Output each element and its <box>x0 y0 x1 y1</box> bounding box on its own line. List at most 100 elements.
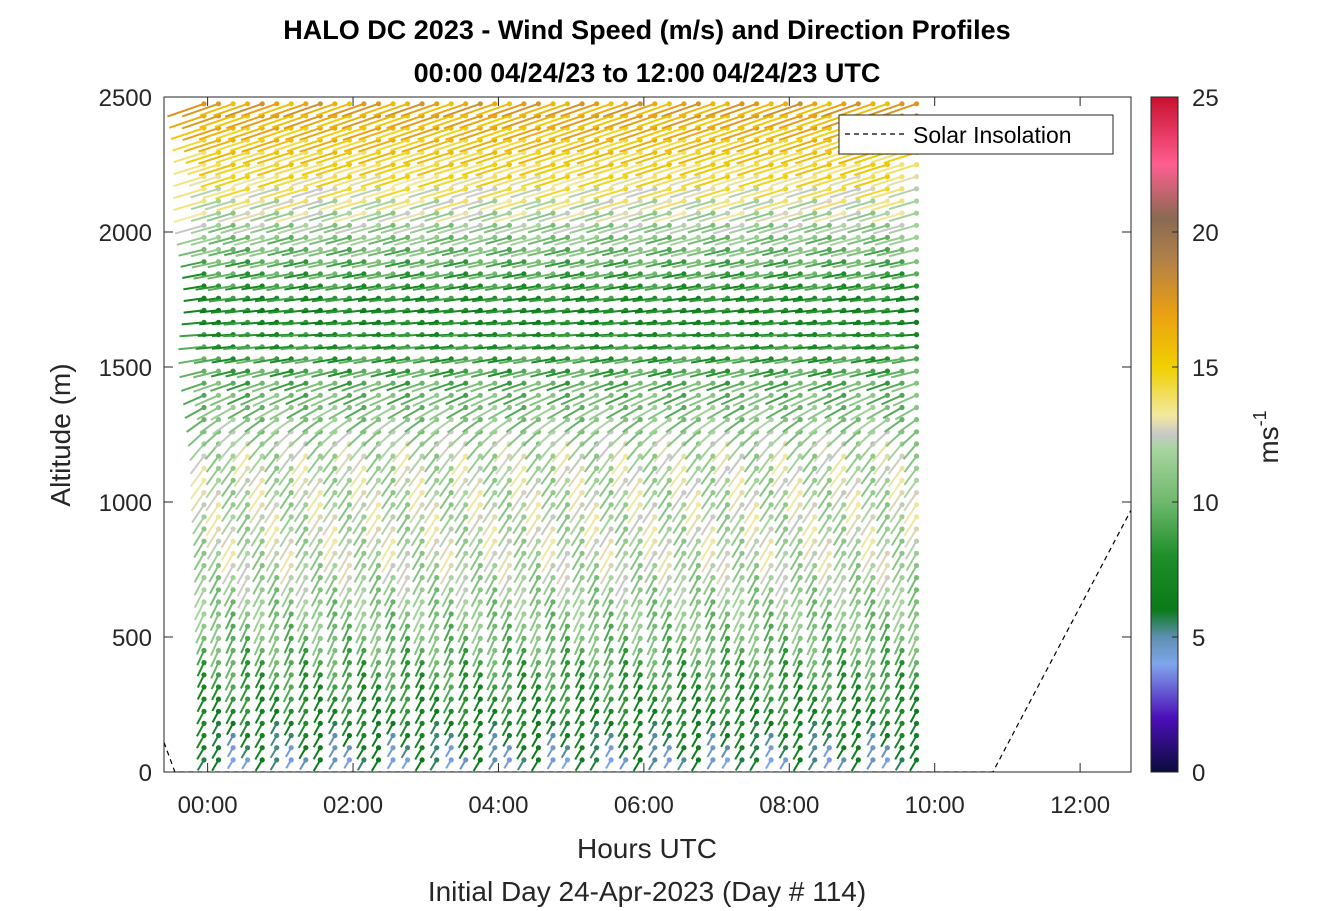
wind-barb <box>369 611 382 632</box>
wind-barb <box>540 538 556 561</box>
wind-barb <box>399 684 411 702</box>
wind-barb <box>268 611 280 631</box>
wind-barb <box>516 757 527 771</box>
wind-barb <box>174 222 207 235</box>
wind-barb <box>574 757 585 772</box>
wind-barb <box>324 562 338 584</box>
wind-barb <box>676 745 687 760</box>
wind-barb <box>412 587 425 608</box>
wind-barb <box>196 732 207 749</box>
wind-barb <box>239 623 251 643</box>
wind-barb <box>354 599 367 621</box>
wind-barb <box>445 745 454 758</box>
wind-barb <box>866 757 876 770</box>
wind-barb <box>190 246 222 258</box>
wind-barb <box>371 757 382 772</box>
wind-barb <box>779 757 789 770</box>
wind-barb <box>283 623 294 642</box>
wind-barb <box>292 477 309 500</box>
wind-barb <box>325 575 338 595</box>
wind-barb <box>409 234 440 246</box>
wind-barb <box>367 246 396 257</box>
wind-barb <box>400 745 411 759</box>
wind-barb <box>278 477 294 498</box>
wind-barb <box>632 745 643 760</box>
wind-barb <box>283 635 294 654</box>
wind-barb <box>409 502 425 524</box>
wind-barb <box>399 708 411 726</box>
wind-barb <box>546 757 556 770</box>
wind-barb <box>353 538 367 559</box>
wind-barb <box>371 684 382 701</box>
wind-barb <box>380 502 396 523</box>
wind-barb <box>297 696 309 714</box>
wind-barb <box>179 368 207 379</box>
wind-barb <box>337 502 352 522</box>
wind-barb <box>561 757 571 770</box>
wind-barb <box>254 660 265 678</box>
colorbar-ticks: 0 5 10 15 20 25 <box>1172 85 1219 787</box>
wind-barb <box>205 465 222 486</box>
wind-barb <box>274 198 309 212</box>
wind-barb <box>648 732 658 746</box>
wind-barb <box>193 587 207 609</box>
wind-barb <box>236 575 251 597</box>
wind-barb <box>268 684 280 702</box>
wind-barb <box>391 198 425 211</box>
wind-barb <box>193 550 207 571</box>
wind-barb <box>365 465 382 486</box>
wind-barb <box>342 745 352 758</box>
wind-barb <box>385 368 411 378</box>
wind-barb <box>371 732 382 747</box>
wind-barb <box>822 732 832 747</box>
wind-barb <box>338 575 352 597</box>
wind-barb <box>312 672 323 689</box>
wind-barb <box>396 368 425 379</box>
wind-barb <box>888 490 905 512</box>
wind-barb <box>173 198 207 212</box>
wind-barb <box>326 611 338 630</box>
wind-barb <box>279 526 294 548</box>
wind-barb <box>399 696 411 714</box>
wind-barb <box>305 186 338 199</box>
wind-barb <box>291 222 323 235</box>
wind-barb <box>359 101 396 117</box>
y-axis: 0 500 1000 1500 2000 2500 <box>99 85 1131 787</box>
wind-barb <box>283 611 294 630</box>
wind-barb <box>224 684 236 703</box>
wind-barb <box>264 465 280 485</box>
wind-barb <box>384 611 396 630</box>
wind-barb <box>706 732 716 746</box>
wind-barb <box>356 696 367 713</box>
wind-barb <box>402 404 425 420</box>
wind-barb <box>423 490 440 511</box>
wind-barb <box>387 404 411 420</box>
wind-barb <box>209 575 222 595</box>
colorbar-tick-label: 5 <box>1192 625 1205 652</box>
wind-barb <box>222 575 236 596</box>
wind-barb <box>732 392 760 407</box>
wind-barb <box>648 745 658 759</box>
wind-barb <box>299 757 309 771</box>
wind-barb <box>367 550 382 571</box>
wind-barb <box>866 720 876 735</box>
wind-barb <box>326 599 338 618</box>
wind-barb <box>720 732 731 748</box>
wind-barb <box>429 684 440 701</box>
wind-barb <box>302 417 323 434</box>
wind-barb <box>371 745 382 760</box>
wind-barb <box>235 246 265 257</box>
wind-barb <box>291 186 323 199</box>
wind-barb <box>342 392 367 406</box>
wind-barb <box>887 465 905 488</box>
wind-barb <box>373 101 411 117</box>
wind-barb <box>413 635 425 656</box>
wind-barb <box>424 538 440 561</box>
wind-barb <box>423 453 440 473</box>
wind-barb <box>764 720 774 736</box>
wind-barb <box>386 720 396 735</box>
wind-barb <box>207 259 236 269</box>
wind-barb <box>369 635 382 657</box>
wind-barb <box>823 745 832 758</box>
wind-barb <box>350 210 382 223</box>
